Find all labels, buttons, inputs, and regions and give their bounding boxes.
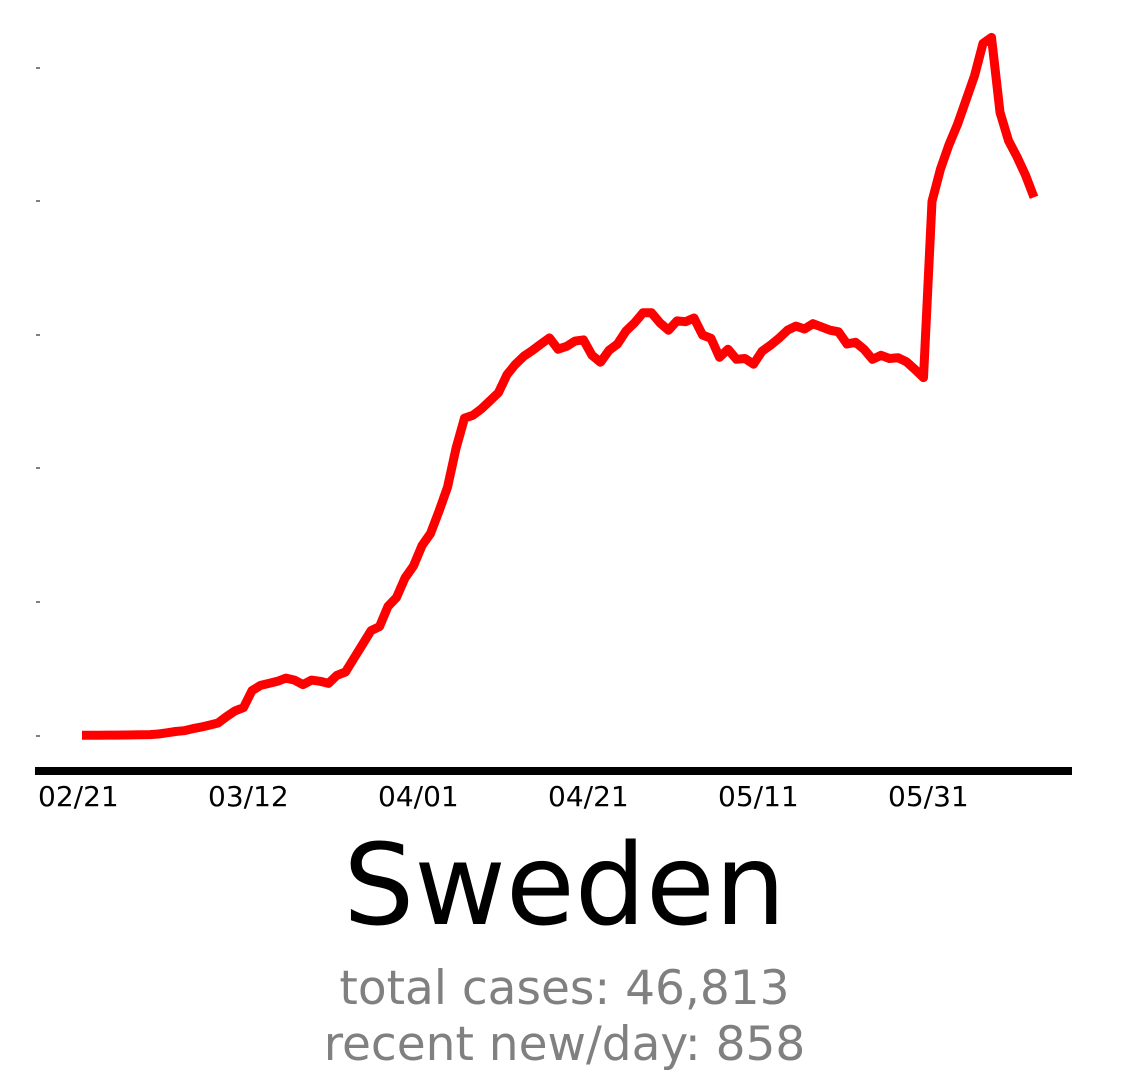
total-cases-text: total cases: 46,813 [339, 961, 790, 1016]
recent-new-per-day-text: recent new/day: 858 [323, 1017, 806, 1072]
x-tick-label: 05/31 [888, 780, 969, 813]
x-tick-label: 02/21 [38, 780, 119, 813]
x-tick-label: 03/12 [208, 780, 289, 813]
x-axis-tick-labels: 02/21 03/12 04/01 04/21 05/11 05/31 [38, 780, 969, 813]
line-chart: 02/21 03/12 04/01 04/21 05/11 05/31 [35, 32, 1072, 813]
y-axis-ticks [36, 67, 40, 737]
series-line-sweden [82, 32, 1039, 740]
x-tick-label: 04/01 [378, 780, 459, 813]
chart-title: Sweden [343, 821, 786, 951]
x-tick-label: 05/11 [718, 780, 799, 813]
x-tick-label: 04/21 [548, 780, 629, 813]
